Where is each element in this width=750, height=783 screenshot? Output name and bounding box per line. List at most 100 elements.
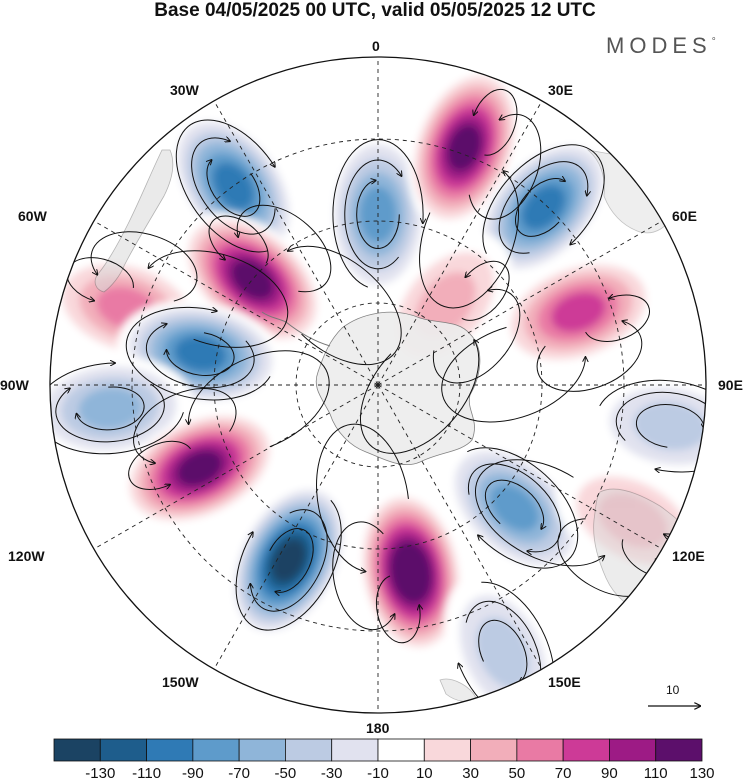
streamline [515,168,583,237]
colorbar-tick-label: 30 [462,765,479,782]
lon-label-120w: 120W [8,548,45,564]
colorbar-tick-label: 10 [415,765,433,782]
streamline [359,305,480,454]
meridian-line [377,220,663,386]
lat-lon-grid [50,57,706,713]
colorbar-tick-label: 90 [601,765,618,782]
streamline [332,521,400,631]
logo-mark: ° [711,36,716,48]
lon-label-120e: 120E [672,548,705,564]
meridian-line [93,220,379,386]
streamline [174,350,330,448]
anomaly-contour [447,124,482,171]
streamline [133,388,237,470]
colorbar-tick-label: 110 [643,765,668,782]
reference-vector-label: 10 [666,683,680,697]
streamline [356,181,400,249]
streamline [462,88,518,156]
map-title: Base 04/05/2025 00 UTC, valid 05/05/2025… [154,0,596,21]
logo-text: MODES [606,33,712,58]
anomaly-contour [551,292,606,332]
streamline [441,326,597,423]
colorbar-tick-label: 70 [554,765,572,782]
colorbar-tick-label: -110 [132,765,162,782]
colorbar-swatch [562,738,610,762]
lon-label-30w: 30W [170,82,199,98]
meridian-line [377,100,543,386]
streamline [498,161,598,254]
streamline [235,499,342,631]
anomaly-field [50,66,706,713]
colorbar [53,738,703,762]
anomaly-contour [633,401,706,451]
colorbar-swatch [609,738,657,762]
meridian-line [213,100,379,386]
lon-label-150w: 150W [162,674,199,690]
anomaly-contour [271,538,306,582]
streamline [432,279,521,384]
streamline [635,403,707,448]
streamline [163,332,235,376]
colorbar-swatch [516,738,564,762]
lon-label-60e: 60E [672,208,697,224]
colorbar-tick-label: 50 [508,765,526,782]
streamline [196,146,261,217]
meridian-line [377,384,663,550]
streamline [376,575,425,644]
colorbar-swatch [53,738,101,762]
streamline [74,386,145,431]
lon-label-90w: 90W [0,377,29,393]
streamline [269,528,314,600]
anomaly-contour [231,259,274,300]
streamline [243,509,328,612]
meridian-line [93,384,379,550]
colorbar-tick-label: -50 [274,765,297,782]
colorbar-swatch [423,738,471,762]
lon-label-s: 180 [366,720,390,736]
streamline [128,440,192,490]
anomaly-contour [212,162,254,210]
streamline [316,423,409,578]
streamline [208,215,269,264]
colorbar-swatch [470,738,518,762]
anomaly-contour [475,617,530,688]
lon-label-n: 0 [372,38,380,54]
streamline [585,287,650,342]
lon-label-60w: 60W [18,208,47,224]
colorbar-swatch [331,738,379,762]
latitude-circle [131,138,625,632]
streamline [90,231,198,302]
lon-label-150e: 150E [548,674,581,690]
meridian-line [213,384,379,670]
anomaly-contour [395,549,427,595]
streamline [55,383,165,443]
streamline [132,250,289,348]
colorbar-tick-label: -70 [228,765,250,782]
streamline [467,447,579,569]
colorbar-tick-label: -10 [367,765,389,782]
colorbar-tick-label: -90 [182,765,204,782]
streamline [468,113,542,220]
streamline [175,119,313,253]
streamline [478,619,528,693]
streamline [536,314,643,392]
colorbar-swatch [192,738,240,762]
anomaly-contour [78,387,142,430]
colorbar-swatch [146,738,194,762]
streamline [191,128,276,235]
anomaly-contour [490,484,539,532]
lon-label-90e: 90E [718,377,743,393]
modes-logo: MODES° [606,33,716,59]
anomaly-contour [176,450,223,486]
streamline [615,391,706,457]
streamline [125,306,271,401]
antarctica-landmass [315,311,481,466]
streamline [484,479,554,546]
streamline [467,463,562,562]
streamline [252,245,402,366]
streamline [461,260,510,321]
colorbar-swatch [377,738,425,762]
colorbar-swatch [655,738,703,762]
map-disc [50,57,707,713]
